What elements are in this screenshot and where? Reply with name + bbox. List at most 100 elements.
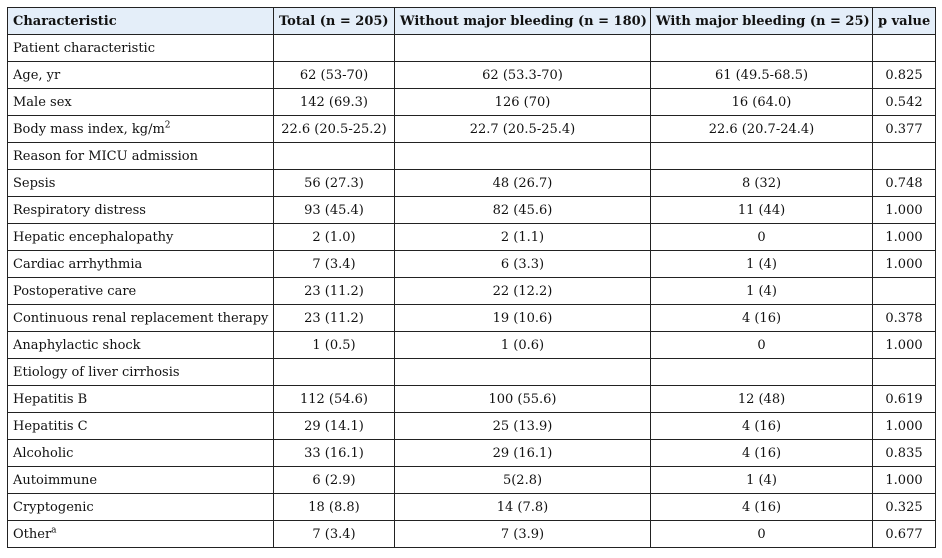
cell-p-value: 1.000 [872, 250, 936, 278]
row-label: Hepatitis C [7, 412, 274, 440]
cell-p-value [872, 277, 936, 305]
cell-without-bleeding: 82 (45.6) [394, 196, 651, 224]
cell-with-bleeding: 1 (4) [650, 277, 873, 305]
cell-total: 1 (0.5) [273, 331, 395, 359]
cell-with-bleeding: 0 [650, 331, 873, 359]
row-label-text: Age, yr [13, 67, 61, 83]
row-label-text: Postoperative care [13, 283, 137, 299]
table-row: Body mass index, kg/m2 22.6 (20.5-25.2) 22… [7, 115, 936, 143]
row-label-text: Hepatitis B [13, 391, 88, 407]
cell-total: 6 (2.9) [273, 466, 395, 494]
table-row: Reason for MICU admission [7, 142, 936, 170]
cell-p-value: 0.825 [872, 61, 936, 89]
cell-total: 29 (14.1) [273, 412, 395, 440]
cell-with-bleeding: 4 (16) [650, 439, 873, 467]
row-label: Hepatic encephalopathy [7, 223, 274, 251]
cell-total: 23 (11.2) [273, 277, 395, 305]
cell-with-bleeding [650, 142, 873, 170]
cell-with-bleeding [650, 34, 873, 62]
cell-p-value: 0.748 [872, 169, 936, 197]
row-label: Age, yr [7, 61, 274, 89]
row-label: Alcoholic [7, 439, 274, 467]
cell-p-value: 0.619 [872, 385, 936, 413]
cell-total: 112 (54.6) [273, 385, 395, 413]
cell-p-value: 1.000 [872, 331, 936, 359]
row-label: Continuous renal replacement therapy [7, 304, 274, 332]
table-row: Cryptogenic 18 (8.8) 14 (7.8) 4 (16) 0.325 [7, 493, 936, 521]
cell-total: 56 (27.3) [273, 169, 395, 197]
cell-without-bleeding [394, 142, 651, 170]
row-label: Patient characteristic [7, 34, 274, 62]
row-label-text: Hepatic encephalopathy [13, 229, 174, 245]
cell-with-bleeding: 16 (64.0) [650, 88, 873, 116]
row-label-text: Respiratory distress [13, 202, 146, 218]
cell-p-value: 0.677 [872, 520, 936, 548]
row-label-text: Reason for MICU admission [13, 148, 198, 164]
cell-without-bleeding: 22.7 (20.5-25.4) [394, 115, 651, 143]
cell-without-bleeding: 14 (7.8) [394, 493, 651, 521]
cell-p-value: 1.000 [872, 223, 936, 251]
row-label: Hepatitis B [7, 385, 274, 413]
cell-p-value: 0.542 [872, 88, 936, 116]
cell-p-value: 1.000 [872, 196, 936, 224]
row-label-text: Continuous renal replacement therapy [13, 310, 269, 326]
cell-without-bleeding: 100 (55.6) [394, 385, 651, 413]
cell-total [273, 34, 395, 62]
table-row: Patient characteristic [7, 34, 936, 62]
cell-without-bleeding: 29 (16.1) [394, 439, 651, 467]
cell-total: 33 (16.1) [273, 439, 395, 467]
cell-total: 18 (8.8) [273, 493, 395, 521]
cell-without-bleeding: 22 (12.2) [394, 277, 651, 305]
cell-with-bleeding: 4 (16) [650, 412, 873, 440]
cell-total: 62 (53-70) [273, 61, 395, 89]
cell-total: 7 (3.4) [273, 250, 395, 278]
cell-with-bleeding: 0 [650, 223, 873, 251]
header-p-value: p value [872, 7, 936, 35]
row-label-text: Cardiac arrhythmia [13, 256, 143, 272]
cell-with-bleeding: 1 (4) [650, 250, 873, 278]
characteristics-table: Characteristic Total (n = 205) Without m… [7, 7, 936, 548]
cell-without-bleeding: 19 (10.6) [394, 304, 651, 332]
row-label: Etiology of liver cirrhosis [7, 358, 274, 386]
row-label: Respiratory distress [7, 196, 274, 224]
table-row: Othera 7 (3.4) 7 (3.9) 0 0.677 [7, 520, 936, 548]
cell-without-bleeding: 2 (1.1) [394, 223, 651, 251]
row-label: Male sex [7, 88, 274, 116]
cell-without-bleeding: 62 (53.3-70) [394, 61, 651, 89]
row-label-text: Anaphylactic shock [13, 337, 141, 353]
cell-p-value: 0.378 [872, 304, 936, 332]
cell-p-value [872, 142, 936, 170]
cell-total: 2 (1.0) [273, 223, 395, 251]
row-label: Anaphylactic shock [7, 331, 274, 359]
row-label-text: Etiology of liver cirrhosis [13, 364, 180, 380]
cell-with-bleeding: 1 (4) [650, 466, 873, 494]
header-without-bleeding: Without major bleeding (n = 180) [394, 7, 651, 35]
table-row: Autoimmune 6 (2.9) 5(2.8) 1 (4) 1.000 [7, 466, 936, 494]
row-label-text: Cryptogenic [13, 499, 94, 515]
cell-with-bleeding: 8 (32) [650, 169, 873, 197]
row-label: Autoimmune [7, 466, 274, 494]
header-characteristic: Characteristic [7, 7, 274, 35]
cell-with-bleeding: 22.6 (20.7-24.4) [650, 115, 873, 143]
table-row: Hepatitis C 29 (14.1) 25 (13.9) 4 (16) 1.000 [7, 412, 936, 440]
row-label: Sepsis [7, 169, 274, 197]
cell-with-bleeding: 11 (44) [650, 196, 873, 224]
cell-without-bleeding: 1 (0.6) [394, 331, 651, 359]
row-label-text: Alcoholic [13, 445, 74, 461]
cell-p-value: 1.000 [872, 466, 936, 494]
header-row: Characteristic Total (n = 205) Without m… [7, 7, 936, 35]
cell-with-bleeding: 0 [650, 520, 873, 548]
cell-p-value [872, 34, 936, 62]
row-label-superscript: 2 [164, 120, 171, 131]
table-row: Anaphylactic shock 1 (0.5) 1 (0.6) 0 1.000 [7, 331, 936, 359]
cell-without-bleeding: 7 (3.9) [394, 520, 651, 548]
cell-with-bleeding: 12 (48) [650, 385, 873, 413]
cell-total: 142 (69.3) [273, 88, 395, 116]
cell-with-bleeding [650, 358, 873, 386]
row-label: Reason for MICU admission [7, 142, 274, 170]
cell-without-bleeding [394, 358, 651, 386]
table-body: Patient characteristic Age, yr 62 (53-70) 6… [7, 34, 936, 548]
row-label-text: Body mass index, kg/m [13, 121, 165, 137]
table-row: Respiratory distress 93 (45.4) 82 (45.6) 11… [7, 196, 936, 224]
cell-without-bleeding [394, 34, 651, 62]
